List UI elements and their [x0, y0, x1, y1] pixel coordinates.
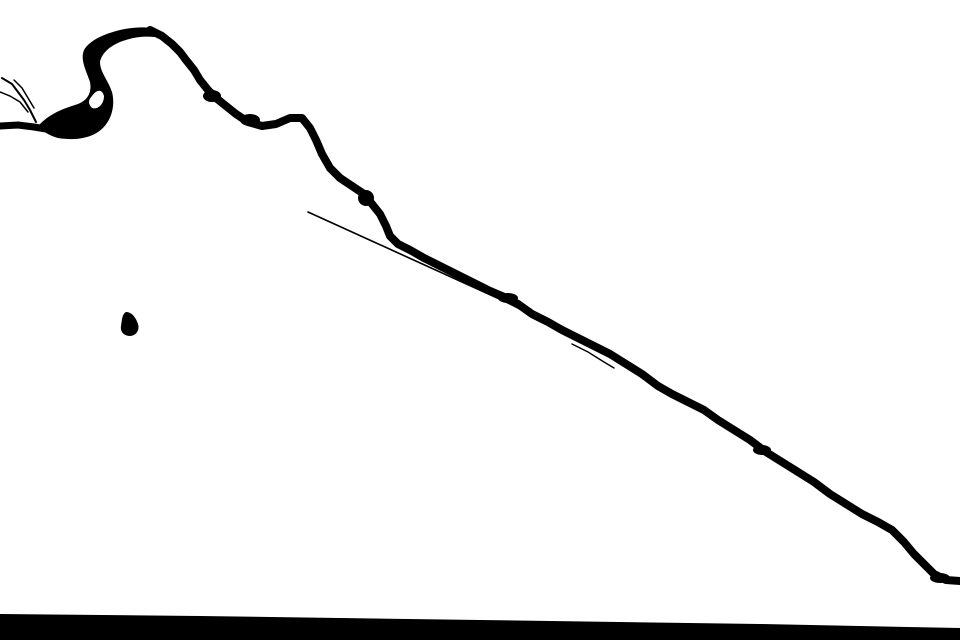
crack-lump [930, 573, 950, 583]
frayed-strand [0, 91, 29, 113]
crack-lump [203, 90, 221, 102]
crack-lump [358, 190, 374, 206]
thin-splinter [307, 211, 527, 313]
crack-lump [498, 293, 518, 303]
frayed-strand [1, 77, 37, 123]
thin-splinter [571, 343, 615, 369]
hook-inner-hole [89, 90, 104, 109]
ink-blot [120, 312, 139, 336]
bottom-band [0, 614, 960, 640]
crack-lump [240, 114, 260, 126]
crack-lump [753, 445, 771, 455]
frayed-strand [13, 79, 35, 109]
hook-curl [40, 27, 162, 140]
